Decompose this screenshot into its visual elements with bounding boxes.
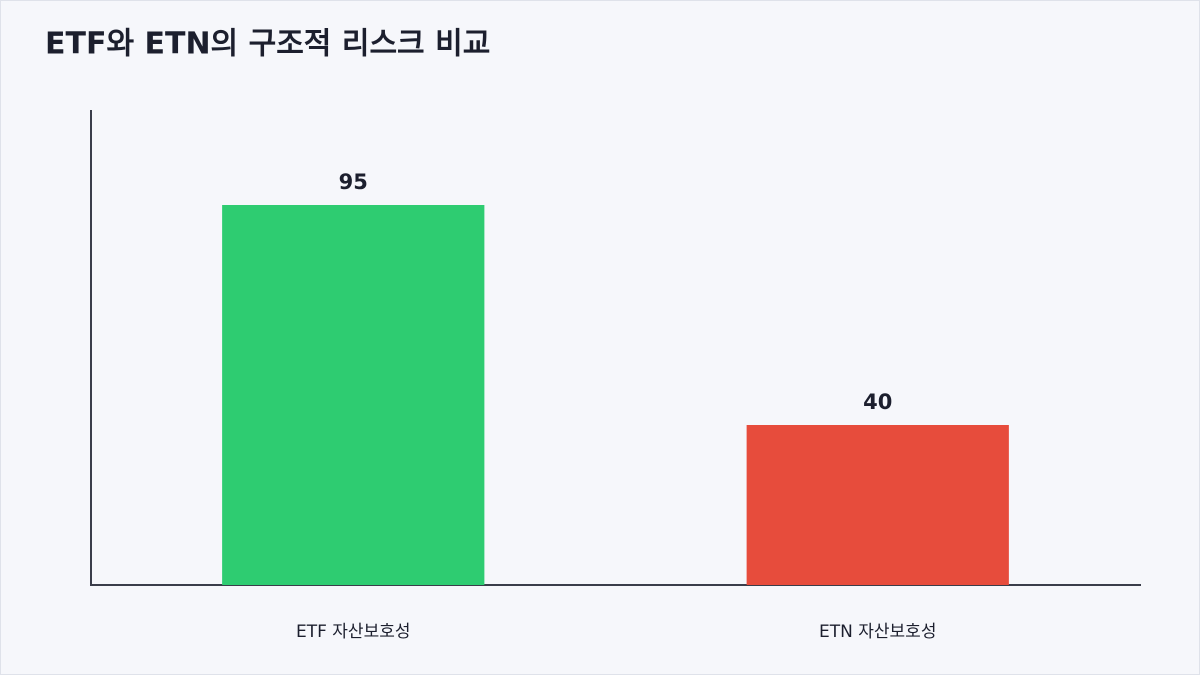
value-label: 95: [339, 170, 368, 194]
x-tick-label: ETF 자산보호성: [296, 622, 411, 642]
value-label: 40: [863, 390, 892, 414]
bar: [746, 425, 1009, 585]
bar: [222, 205, 485, 585]
x-tick-label: ETN 자산보호성: [819, 622, 936, 642]
chart-title: ETF와 ETN의 구조적 리스크 비교: [45, 27, 490, 62]
